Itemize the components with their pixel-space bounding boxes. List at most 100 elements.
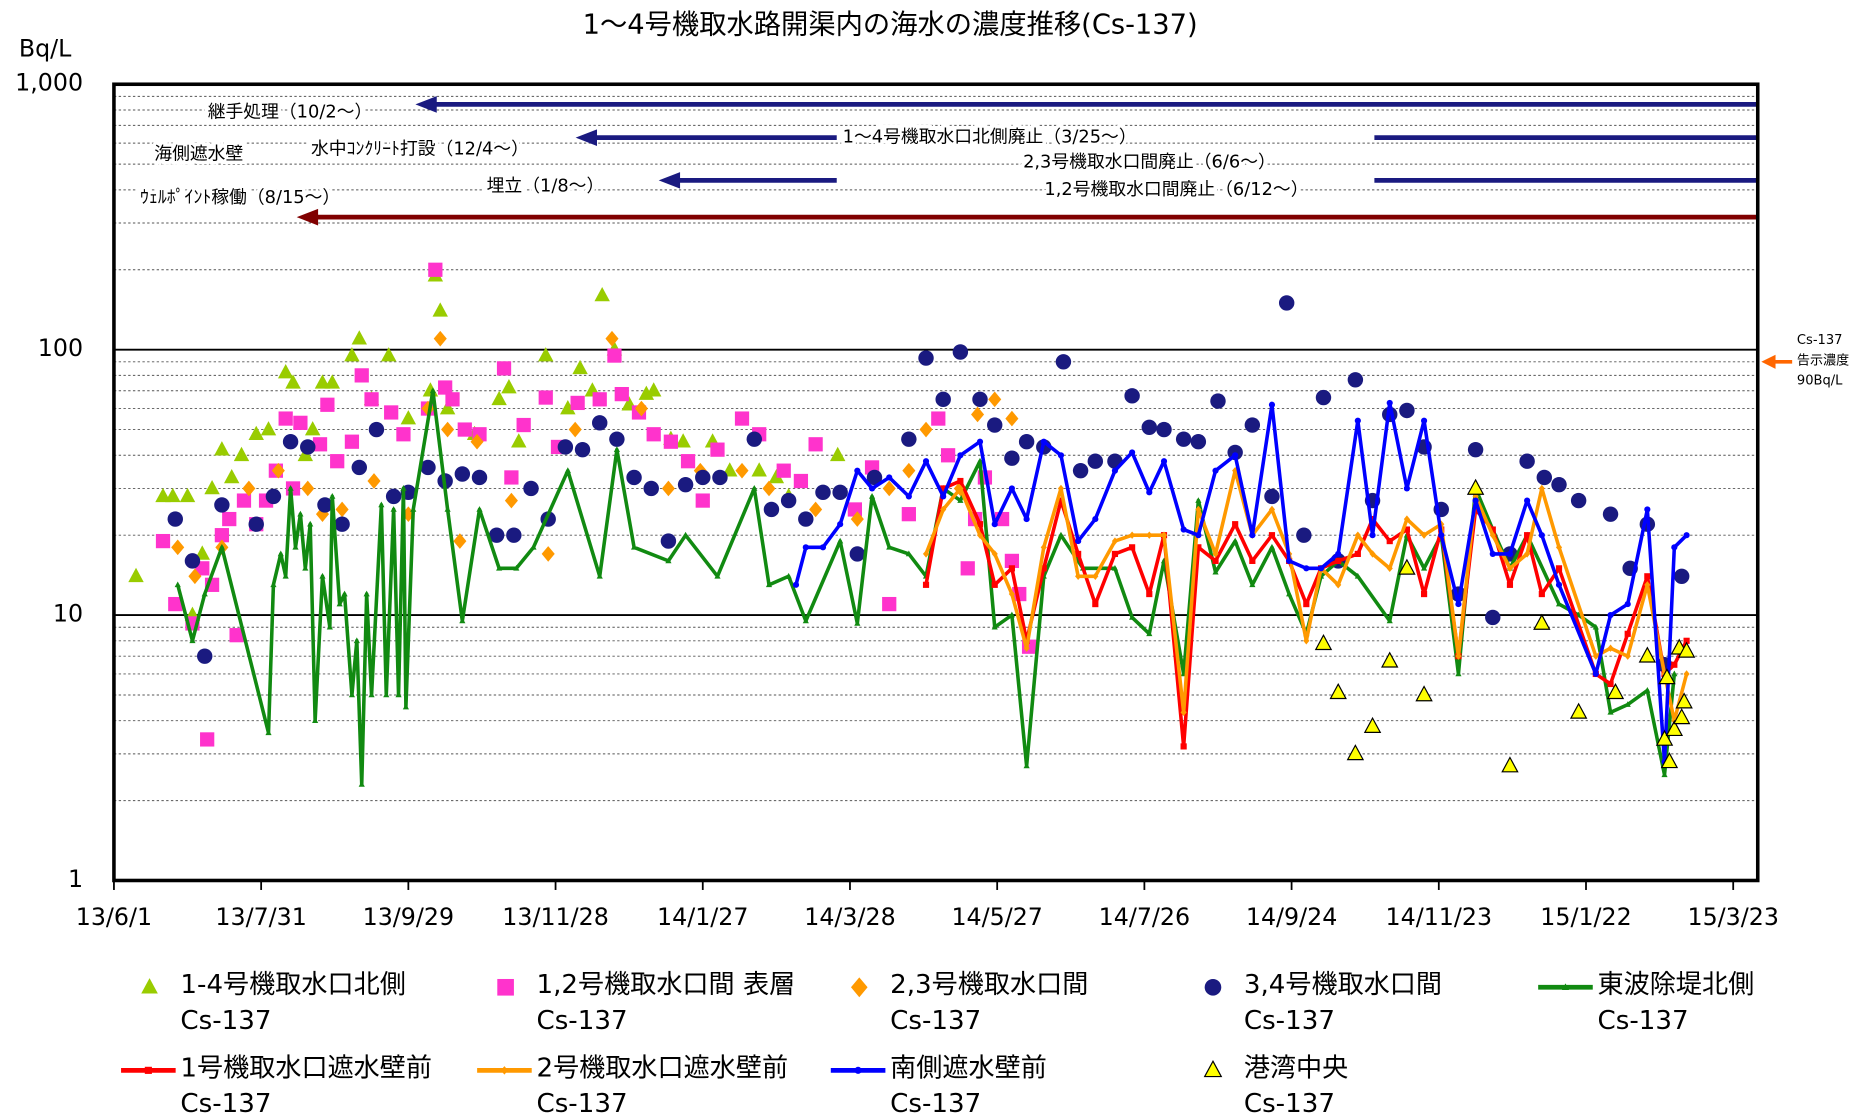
scatter-point xyxy=(438,380,453,395)
scatter-point xyxy=(171,539,185,556)
scatter-point xyxy=(1190,433,1207,450)
scatter-point xyxy=(734,411,750,426)
scatter-point xyxy=(1141,419,1158,435)
scatter-point xyxy=(155,533,171,549)
x-tick-label: 15/3/23 xyxy=(1687,903,1778,931)
series-line xyxy=(924,468,1689,723)
line-point xyxy=(922,581,930,588)
line-point xyxy=(1195,544,1202,551)
scatter-point xyxy=(344,434,360,449)
line-point xyxy=(1403,526,1410,533)
line-point xyxy=(1624,601,1631,608)
scatter-point xyxy=(516,417,531,433)
x-tick-label: 13/9/29 xyxy=(363,903,454,931)
line-point xyxy=(976,438,984,445)
line-point xyxy=(307,520,314,527)
line-point xyxy=(940,493,947,500)
legend-label-box: 東波除堤北側 Cs-137 xyxy=(1597,970,1755,1036)
legend-label: 東波除堤北側 Cs-137 xyxy=(1597,970,1755,1036)
scatter-point xyxy=(919,421,933,438)
scatter-point xyxy=(433,330,447,347)
scatter-point xyxy=(344,347,360,362)
scatter-point xyxy=(301,480,315,497)
scatter-point xyxy=(293,415,308,430)
line-point xyxy=(1232,452,1239,459)
line-point xyxy=(957,452,964,459)
scatter-point xyxy=(1175,431,1192,447)
scatter-point xyxy=(866,469,883,486)
annotation-arrow-head xyxy=(575,129,597,146)
line-point xyxy=(1023,644,1030,652)
scatter-point xyxy=(335,501,349,518)
reference-arrow-head xyxy=(1761,354,1776,369)
line-point xyxy=(1555,600,1563,607)
line-point xyxy=(1403,485,1410,492)
scatter-point xyxy=(1278,295,1295,311)
scatter-point xyxy=(501,379,517,394)
scatter-point xyxy=(829,446,846,462)
scatter-point xyxy=(385,488,402,505)
legend-label: 1,2号機取水口間 表層 Cs-137 xyxy=(536,970,796,1036)
line-point xyxy=(837,521,844,528)
legend-marker xyxy=(1203,1059,1223,1078)
scatter-point xyxy=(646,427,661,442)
line-point xyxy=(1160,531,1168,539)
scatter-point xyxy=(248,425,264,441)
line-point xyxy=(1335,557,1342,564)
legend-label-box: 1-4号機取水口北側 Cs-137 xyxy=(180,971,405,1036)
scatter-point xyxy=(572,359,588,375)
line-point xyxy=(1592,623,1599,630)
line-point xyxy=(1212,568,1219,575)
line-point xyxy=(444,506,451,512)
scatter-point xyxy=(1485,609,1501,626)
reference-label: Cs-137 告示濃度 90Bq/L xyxy=(1796,332,1850,388)
y-tick-label: 1,000 xyxy=(15,69,83,97)
line-point xyxy=(976,457,984,464)
line-point xyxy=(714,572,721,579)
line-point xyxy=(1268,532,1276,539)
line-point xyxy=(378,501,385,508)
line-point xyxy=(1524,532,1531,539)
annotation: 2,3号機取水口間廃止（6/6～） xyxy=(1023,152,1276,173)
chart-title: 1～4号機取水路開渠内の海水の濃度推移(Cs-137) xyxy=(583,10,1198,41)
line-point xyxy=(1268,543,1276,550)
scatter-point xyxy=(236,493,252,508)
scatter-point xyxy=(780,492,797,509)
scatter-point xyxy=(712,469,728,486)
line-point xyxy=(1212,467,1219,474)
line-point xyxy=(1455,652,1462,660)
legend-label: 3,4号機取水口間 Cs-137 xyxy=(1243,970,1443,1036)
scatter-point xyxy=(776,463,791,478)
legend-marker xyxy=(850,977,868,998)
scatter-point xyxy=(972,391,988,408)
line-point xyxy=(1472,497,1479,504)
scatter-point xyxy=(351,459,367,476)
line-point xyxy=(1506,581,1514,588)
line-point xyxy=(1386,399,1393,407)
scatter-point xyxy=(882,596,897,612)
scatter-point xyxy=(592,415,608,431)
scatter-point xyxy=(420,459,436,476)
scatter-point xyxy=(277,364,294,379)
x-tick-label: 13/7/31 xyxy=(215,903,306,931)
line-point xyxy=(1607,680,1614,688)
line-point xyxy=(1129,614,1136,620)
scatter-point xyxy=(661,480,675,497)
scatter-point xyxy=(1018,433,1035,450)
annotation-arrow-head xyxy=(658,172,681,189)
line-point xyxy=(1268,401,1276,408)
line-point xyxy=(1075,538,1082,545)
line-point xyxy=(922,458,930,465)
line-point xyxy=(1317,565,1325,572)
scatter-point xyxy=(214,441,230,456)
scatter-point xyxy=(568,421,582,438)
line-point xyxy=(1607,644,1614,652)
scatter-point xyxy=(504,492,518,509)
line-point xyxy=(905,550,912,557)
line-point xyxy=(1420,590,1428,598)
line-point xyxy=(530,543,537,550)
line-point xyxy=(1607,708,1614,715)
line-point xyxy=(819,544,827,551)
line-point xyxy=(1092,515,1099,523)
